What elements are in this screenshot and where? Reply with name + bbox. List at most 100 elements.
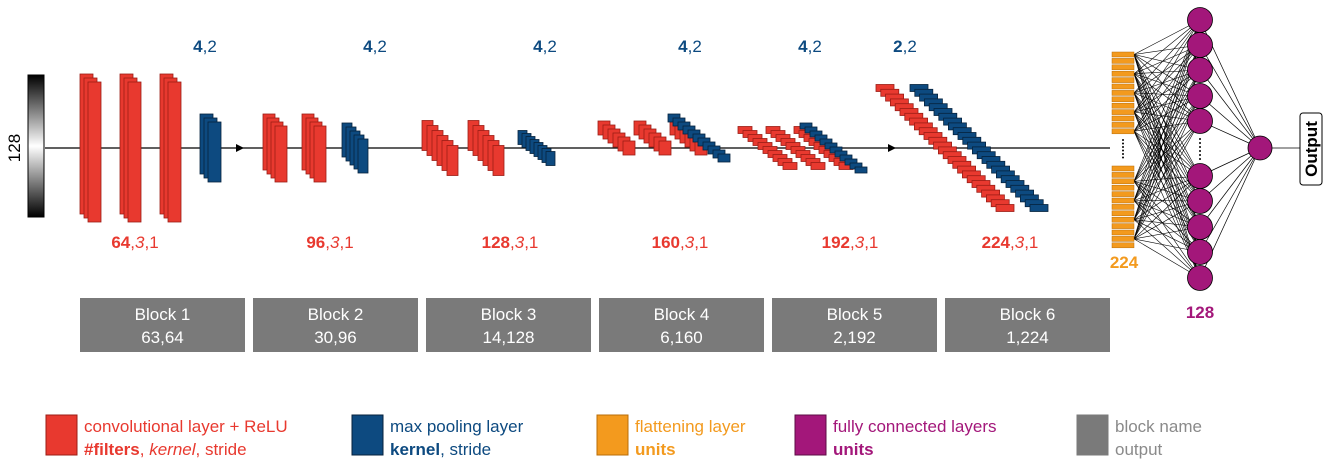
flatten-unit [1111,96,1135,103]
legend-title: max pooling layer [390,417,524,436]
flatten-unit [1111,64,1135,71]
connection [1199,147,1261,202]
connection [1133,44,1201,132]
flatten-unit [1111,77,1135,83]
flatten-unit [1111,109,1135,115]
neuron [1187,7,1213,33]
conv-part: ,1 [1024,233,1038,252]
connection [1133,219,1201,279]
block-output: 30,96 [314,328,357,347]
dense-units: 128 [1186,303,1214,322]
pool-label: 4,2 [678,37,702,56]
block-name: Block 1 [135,305,191,324]
connection [1133,69,1201,182]
connection [1133,181,1201,279]
conv-part: 192 [822,233,850,252]
flatten-unit [1111,204,1135,210]
connection [1133,175,1201,240]
dot [1122,139,1124,141]
network [1133,19,1300,279]
layer-sheet [446,145,459,176]
legend-title: fully connected layers [833,417,996,436]
block-name: Block 2 [308,305,364,324]
pool-part: ,2 [373,37,387,56]
conv-label: 64,3,1 [111,233,158,252]
legend-detail: units [635,440,676,459]
block-box [80,298,245,352]
legend-detail-part: , stride [196,440,247,459]
connection [1199,69,1261,149]
layer-sheet [658,140,672,156]
neuron [1187,214,1213,240]
flatten-unit [1111,115,1135,122]
flatten-unit [1111,216,1135,223]
connection [1133,44,1201,239]
block-box [945,298,1110,352]
conv-label: 96,3,1 [306,233,353,252]
flatten-unit [1111,172,1135,178]
connection [1133,111,1201,228]
layer-sheet [854,166,868,174]
dot [1199,142,1201,144]
block-box [599,298,764,352]
neuron [1187,32,1213,58]
connection [1133,131,1201,202]
flatten-unit [1111,58,1135,64]
block-output: 6,160 [660,328,703,347]
legend-title: convolutional layer + ReLU [84,417,288,436]
pool-part: ,2 [808,37,822,56]
flatten-unit [1111,102,1135,109]
neuron [1187,239,1213,265]
pool-part: ,2 [543,37,557,56]
conv-part: , [680,233,685,252]
legend-swatch [1076,414,1109,456]
legend-swatch [596,414,629,456]
neuron [1187,188,1213,214]
layer-sheet [810,162,826,170]
legend-swatch [45,414,78,456]
layer-sheet [782,162,798,170]
layer-sheet [622,140,636,156]
layer-sheet [313,125,327,183]
flatten-unit [1111,197,1135,204]
pool-part: 4 [363,37,373,56]
flatten-unit [1111,191,1135,197]
flatten-unit [1111,90,1135,96]
conv-part: 128 [482,233,510,252]
block-output: 63,64 [141,328,184,347]
flatten-unit [1111,83,1135,90]
block-box [426,298,591,352]
dot [1199,146,1201,148]
connection [1133,200,1201,253]
flatten-unit [1111,229,1135,236]
layer-sheet [492,145,505,176]
conv-part: 3 [855,233,865,252]
conv-part: 160 [652,233,680,252]
legend-detail: kernel, stride [390,440,491,459]
connection [1199,147,1261,228]
flatten-unit [1111,223,1135,229]
dot [1122,153,1124,155]
conv-part: , [325,233,330,252]
block-box [772,298,937,352]
legend-detail-part: kernel [390,440,440,459]
neuron [1187,108,1213,134]
pool-label: 4,2 [193,37,217,56]
arrow [888,144,896,152]
input-label: 128 [5,134,24,162]
flatten-unit [1111,51,1135,58]
layer-sheet [87,81,102,223]
legend-detail-part: , stride [440,440,491,459]
legend-detail-part: output [1115,440,1163,459]
flatten-unit [1111,70,1135,77]
legend-detail: #filters, kernel, stride [84,440,247,459]
neuron [1187,83,1213,109]
flatten-unit [1111,165,1135,172]
block-name: Block 4 [654,305,710,324]
pool-part: ,2 [688,37,702,56]
flatten-unit [1111,122,1135,128]
flatten-unit [1111,178,1135,185]
layer-sheet [717,153,731,163]
conv-part: ,1 [524,233,538,252]
layer-sheet [545,151,556,166]
